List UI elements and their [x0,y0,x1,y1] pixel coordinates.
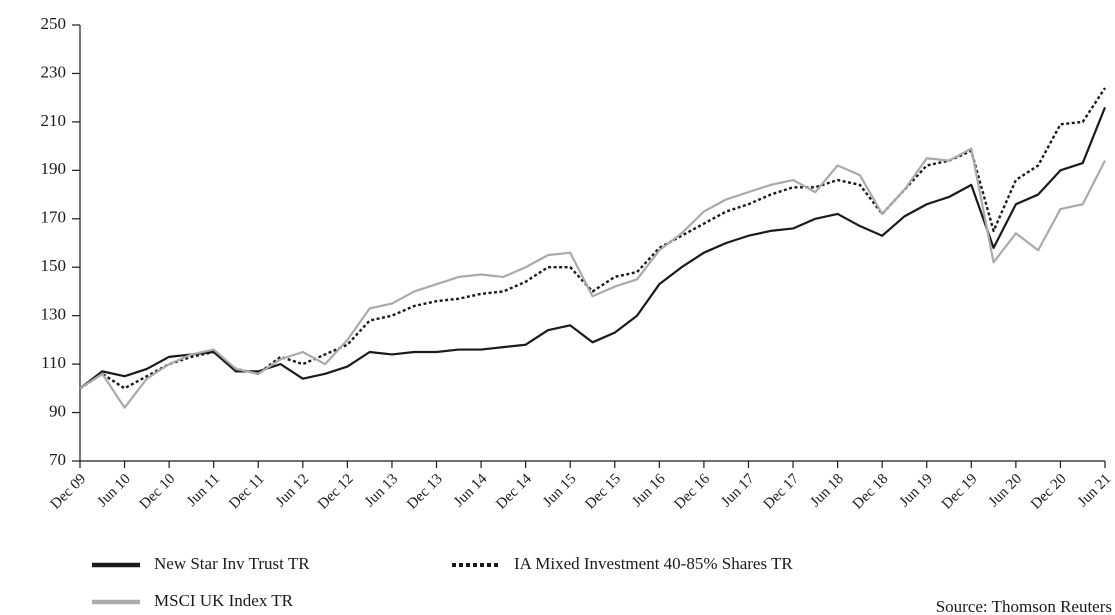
x-tick-label: Dec 17 [761,471,803,513]
y-tick-label: 230 [41,62,67,81]
y-tick-label: 190 [41,159,67,178]
x-tick-label: Dec 15 [582,471,624,513]
x-tick-label: Jun 16 [629,471,669,511]
x-tick-label: Jun 18 [808,471,847,510]
x-tick-label: Dec 12 [315,471,357,513]
x-tick-label: Dec 18 [850,471,892,513]
x-tick-label: Dec 20 [1028,471,1070,513]
x-tick-label: Jun 10 [95,471,134,510]
x-tick-label: Jun 12 [273,471,312,510]
x-tick-label: Dec 19 [939,471,981,513]
legend-label: IA Mixed Investment 40-85% Shares TR [514,554,793,573]
x-tick-label: Jun 21 [1075,471,1114,510]
y-tick-label: 170 [41,208,67,227]
y-tick-label: 250 [41,14,67,33]
x-tick-label: Dec 10 [137,471,179,513]
x-tick-label: Jun 13 [362,471,401,510]
y-tick-label: 110 [41,353,66,372]
legend-label: New Star Inv Trust TR [154,554,310,573]
x-tick-label: Jun 11 [184,471,223,510]
y-tick-label: 150 [41,256,67,275]
x-tick-label: Jun 17 [718,471,758,511]
x-tick-label: Jun 15 [540,471,579,510]
x-tick-label: Dec 13 [404,471,446,513]
x-tick-label: Dec 09 [48,471,90,513]
x-tick-label: Dec 16 [672,471,714,513]
y-tick-label: 210 [41,111,67,130]
legend-label: MSCI UK Index TR [154,591,294,610]
x-tick-label: Dec 11 [226,471,267,512]
x-tick-label: Jun 19 [897,471,936,510]
y-tick-label: 90 [49,401,66,420]
series-line [79,106,1107,390]
x-tick-label: Jun 20 [986,471,1025,510]
y-tick-label: 70 [49,450,66,469]
y-tick-label: 130 [41,305,67,324]
source-note: Source: Thomson Reuters [936,597,1112,615]
x-tick-label: Dec 14 [493,471,535,513]
series-line [79,147,1106,409]
x-tick-label: Jun 14 [451,471,491,511]
